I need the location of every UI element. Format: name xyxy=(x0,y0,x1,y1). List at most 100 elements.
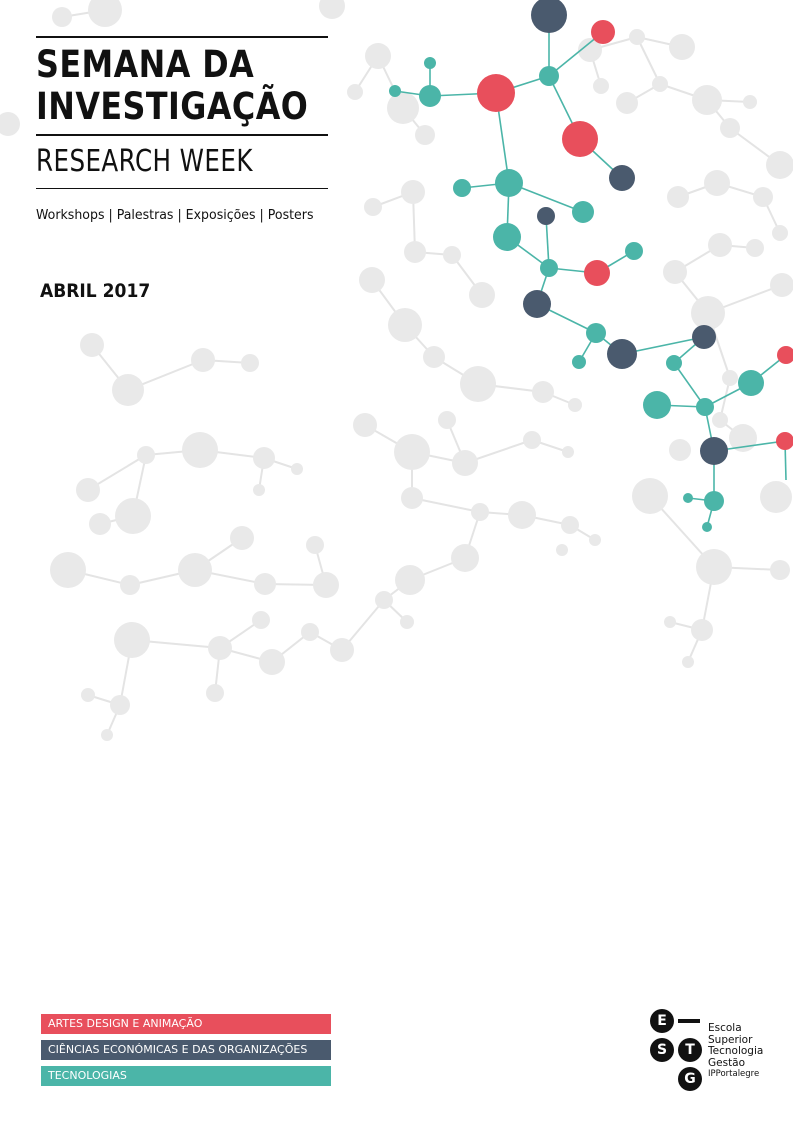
molecule-atom-gray xyxy=(404,241,426,263)
logo-line-gestao: Gestão xyxy=(708,1056,746,1069)
molecule-atom-gray xyxy=(88,0,122,27)
molecule-atom-gray xyxy=(562,446,574,458)
event-tagline: Workshops | Palestras | Exposições | Pos… xyxy=(36,207,314,223)
molecule-atom xyxy=(609,165,635,191)
molecule-atom xyxy=(607,339,637,369)
molecule-atom-gray xyxy=(691,619,713,641)
molecule-atom-gray xyxy=(667,186,689,208)
event-subtitle: RESEARCH WEEK xyxy=(36,143,253,179)
molecule-atom-gray xyxy=(460,366,496,402)
molecule-atom-gray xyxy=(760,481,792,513)
molecule-atom-gray xyxy=(669,439,691,461)
molecule-atom xyxy=(777,346,793,364)
molecule-atom-gray xyxy=(259,649,285,675)
molecule-atom-gray xyxy=(306,536,324,554)
estg-logo: E S T G Escola Superior Tecnologia Gestã… xyxy=(648,1009,778,1095)
molecule-atom-gray xyxy=(115,498,151,534)
molecule-atom-gray xyxy=(471,503,489,521)
logo-letter-g: G xyxy=(678,1067,702,1091)
molecule-atom-gray xyxy=(438,411,456,429)
molecule-atom-gray xyxy=(766,151,793,179)
logo-letter-e: E xyxy=(650,1009,674,1033)
area-bar-economics: CIÊNCIAS ECONÓMICAS E DAS ORGANIZAÇÕES xyxy=(41,1040,331,1060)
molecule-atom xyxy=(683,493,693,503)
molecule-atom xyxy=(495,169,523,197)
molecule-atom xyxy=(572,355,586,369)
molecule-atom xyxy=(539,66,559,86)
molecule-atom-gray xyxy=(691,296,725,330)
title-block: SEMANA DA INVESTIGAÇÃO RESEARCH WEEK xyxy=(36,36,328,189)
molecule-bond-gray xyxy=(411,497,481,513)
molecule-atom-gray xyxy=(401,180,425,204)
molecule-atom-gray xyxy=(746,239,764,257)
molecule-atom-gray xyxy=(388,308,422,342)
molecule-atom xyxy=(666,355,682,371)
molecule-atom xyxy=(625,242,643,260)
molecule-atom xyxy=(540,259,558,277)
molecule-atom xyxy=(643,391,671,419)
molecule-atom-gray xyxy=(347,84,363,100)
molecule-atom-gray xyxy=(252,611,270,629)
event-title-line2: INVESTIGAÇÃO xyxy=(36,85,309,128)
molecule-atom-gray xyxy=(443,246,461,264)
molecule-atom-gray xyxy=(254,573,276,595)
molecule-atom-gray xyxy=(76,478,100,502)
molecule-atom-gray xyxy=(230,526,254,550)
logo-dash xyxy=(678,1019,700,1023)
molecule-atom-gray xyxy=(50,552,86,588)
molecule-atom xyxy=(586,323,606,343)
molecule-atom xyxy=(493,223,521,251)
logo-line-superior: Superior xyxy=(708,1033,753,1046)
molecule-atom-gray xyxy=(241,354,259,372)
molecule-atom-gray xyxy=(722,370,738,386)
molecule-atom xyxy=(738,370,764,396)
molecule-atom-gray xyxy=(330,638,354,662)
molecule-atom-gray xyxy=(395,565,425,595)
logo-institution: IPPortalegre xyxy=(708,1069,760,1079)
molecule-atom xyxy=(389,85,401,97)
molecule-atom-gray xyxy=(137,446,155,464)
title-middle-rule xyxy=(36,134,328,136)
molecule-atom-gray xyxy=(400,615,414,629)
molecule-atom-gray xyxy=(704,170,730,196)
molecule-atom-gray xyxy=(387,92,419,124)
molecule-atom-gray xyxy=(561,516,579,534)
molecule-atom-gray xyxy=(753,187,773,207)
molecule-atom-gray xyxy=(415,125,435,145)
molecule-atom-gray xyxy=(532,381,554,403)
molecule-atom-gray xyxy=(720,118,740,138)
molecule-atom-gray xyxy=(359,267,385,293)
molecule-atom-gray xyxy=(178,553,212,587)
molecule-atom-gray xyxy=(89,513,111,535)
molecule-atom xyxy=(591,20,615,44)
molecule-atom xyxy=(453,179,471,197)
molecule-atom-gray xyxy=(375,591,393,609)
molecule-atom-gray xyxy=(80,333,104,357)
logo-letter-t: T xyxy=(678,1038,702,1062)
molecule-atom-gray xyxy=(291,463,303,475)
molecule-atom-gray xyxy=(508,501,536,529)
title-bottom-rule xyxy=(36,187,328,189)
molecule-atom xyxy=(692,325,716,349)
logo-text: Escola Superior Tecnologia Gestão IPPort… xyxy=(708,1022,763,1081)
molecule-atom-gray xyxy=(353,413,377,437)
molecule-atom xyxy=(776,432,793,450)
molecule-atom xyxy=(696,398,714,416)
molecule-atom-gray xyxy=(696,549,732,585)
molecule-atom xyxy=(562,121,598,157)
molecule-atom-gray xyxy=(772,225,788,241)
molecule-atom-gray xyxy=(394,434,430,470)
molecule-atom-gray xyxy=(589,534,601,546)
molecule-atom-gray xyxy=(206,684,224,702)
molecule-atom-gray xyxy=(401,487,423,509)
molecule-atom-gray xyxy=(319,0,345,19)
molecule-atom-gray xyxy=(0,112,20,136)
molecule-atom xyxy=(702,522,712,532)
molecule-atom-gray xyxy=(770,273,793,297)
molecule-atom-gray xyxy=(770,560,790,580)
molecule-atom-gray xyxy=(578,38,602,62)
molecule-atom-gray xyxy=(451,544,479,572)
molecule-atom-gray xyxy=(365,43,391,69)
molecule-atom-gray xyxy=(663,260,687,284)
molecule-atom-gray xyxy=(423,346,445,368)
